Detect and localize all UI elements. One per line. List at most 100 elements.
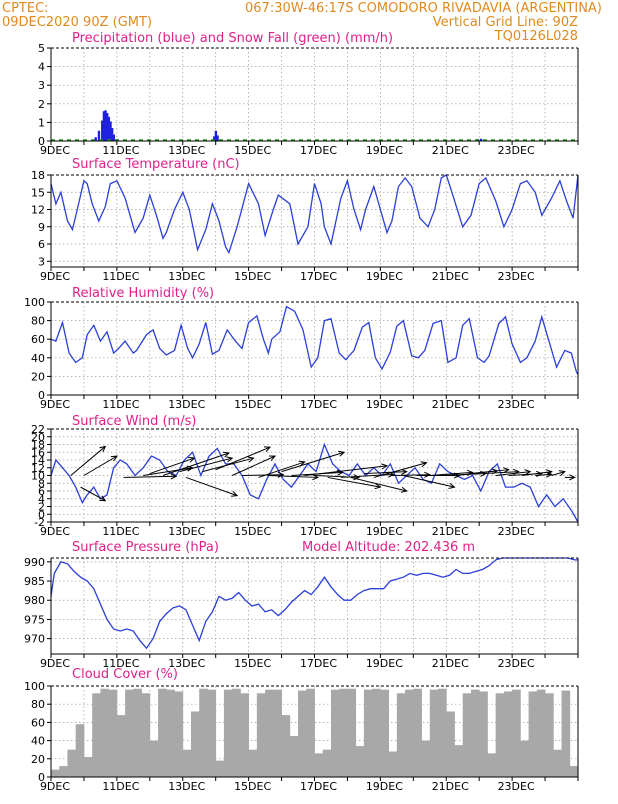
- wind-arrow: [80, 486, 106, 502]
- x-tick-label: 17DEC: [300, 398, 337, 411]
- cloud-bar: [289, 736, 299, 777]
- wind-arrow-head: [424, 471, 431, 478]
- x-tick-label: 19DEC: [366, 270, 403, 283]
- y-tick-label: 60: [31, 333, 45, 346]
- precip-bar: [102, 111, 106, 141]
- series-line: [50, 442, 579, 523]
- cloud-bar: [388, 751, 398, 777]
- y-tick-label: -2: [34, 516, 45, 529]
- x-tick-label: 11DEC: [102, 270, 139, 283]
- panel-title: Surface Pressure (hPa): [72, 540, 219, 555]
- panel-annotation: Model Altitude: 202.436 m: [302, 540, 475, 555]
- plot-area: [51, 110, 578, 141]
- wind-arrow: [390, 474, 430, 476]
- cloud-bar: [512, 689, 521, 777]
- wind-arrow-head: [374, 483, 382, 490]
- precip-bar: [213, 136, 216, 141]
- x-tick-label: 15DEC: [234, 525, 271, 538]
- wind-vectors: [70, 445, 576, 502]
- precip-bar: [101, 120, 104, 141]
- wind-arrow-head: [558, 470, 566, 477]
- cloud-bar: [223, 689, 233, 777]
- cloud-bar: [528, 691, 538, 777]
- cloud-bar: [306, 688, 315, 777]
- header-location: 067:30W-46:17S COMODORO RIVADAVIA (ARGEN…: [245, 1, 602, 16]
- x-tick-label: 23DEC: [498, 525, 535, 538]
- precip-bar: [214, 130, 218, 141]
- y-tick-label: 985: [24, 575, 45, 588]
- precip-bar: [110, 127, 114, 141]
- x-tick-label: 23DEC: [498, 657, 535, 670]
- wind-arrow-head: [188, 456, 196, 463]
- precip-bar: [112, 134, 115, 141]
- wind-arrow-head: [545, 471, 553, 478]
- y-tick-label: 12: [31, 462, 45, 475]
- wind-arrow-head: [524, 469, 532, 476]
- wind-arrow: [551, 471, 565, 476]
- y-tick-label: 6: [38, 485, 45, 498]
- grid: [51, 302, 578, 395]
- wind-arrow: [363, 471, 407, 475]
- cloud-bar: [232, 688, 241, 777]
- cloud-bar: [182, 749, 192, 777]
- wind-arrow: [327, 476, 381, 488]
- cloud-bar: [503, 691, 513, 777]
- y-tick-label: 9: [38, 221, 45, 234]
- x-tick-label: 11DEC: [102, 780, 139, 793]
- cloud-bar: [92, 693, 101, 777]
- x-tick-label: 13DEC: [168, 525, 205, 538]
- wind-arrow-head: [503, 467, 510, 474]
- x-axis: 9DEC 11DEC 13DEC 15DEC 17DEC 19DEC 21DEC 23DEC: [40, 395, 579, 411]
- x-tick-label: 15DEC: [234, 398, 271, 411]
- cloud-bar: [470, 689, 480, 777]
- panel-title: Surface Wind (m/s): [72, 414, 196, 429]
- cloud-bar: [190, 711, 200, 777]
- wind-arrow-head: [312, 474, 319, 481]
- x-tick-label: 17DEC: [300, 780, 337, 793]
- y-tick-label: 2: [38, 98, 45, 111]
- wind-arrow: [495, 471, 531, 476]
- y-tick-label: 80: [31, 698, 45, 711]
- wind-arrow: [469, 469, 509, 475]
- wind-arrow: [429, 471, 473, 476]
- y-tick-label: 20: [31, 753, 45, 766]
- wind-arrow-head: [381, 463, 389, 470]
- series-line: [50, 557, 578, 650]
- cloud-bar: [487, 753, 497, 777]
- wind-arrow: [215, 446, 271, 471]
- precip-bar: [97, 130, 101, 141]
- cloud-bar: [479, 691, 488, 777]
- panel-title: Cloud Cover (%): [72, 667, 178, 682]
- cloud-bar: [158, 688, 167, 777]
- header-model: TQ0126L028: [494, 29, 578, 44]
- cloud-bar: [553, 749, 562, 777]
- wind-arrow-head: [336, 469, 344, 476]
- plot-area: [50, 305, 579, 375]
- wind-arrow: [179, 457, 233, 473]
- cloud-bar: [545, 693, 554, 777]
- y-tick-label: 18: [31, 439, 45, 452]
- wind-arrow-head: [569, 474, 576, 481]
- cloud-bar: [133, 688, 142, 777]
- panel-title: Precipitation (blue) and Snow Fall (gree…: [72, 31, 393, 46]
- cloud-bar: [116, 715, 126, 777]
- cloud-bar: [75, 724, 85, 777]
- plot-area: [50, 174, 579, 255]
- x-tick-label: 21DEC: [432, 398, 469, 411]
- y-tick-label: 990: [24, 556, 45, 569]
- x-tick-label: 21DEC: [432, 780, 469, 793]
- y-tick-label: 0: [38, 389, 45, 402]
- wind-arrow: [162, 452, 230, 476]
- y-tick-label: 980: [24, 594, 45, 607]
- cloud-bar: [141, 693, 151, 777]
- grid: [51, 429, 578, 522]
- y-tick-label: 12: [31, 204, 45, 217]
- y-tick-label: 100: [24, 680, 45, 693]
- x-tick-label: 13DEC: [168, 398, 205, 411]
- x-tick-label: 9DEC: [40, 270, 70, 283]
- x-tick-label: 21DEC: [432, 144, 469, 157]
- cloud-bar: [108, 689, 118, 777]
- y-tick-label: 10: [31, 470, 45, 483]
